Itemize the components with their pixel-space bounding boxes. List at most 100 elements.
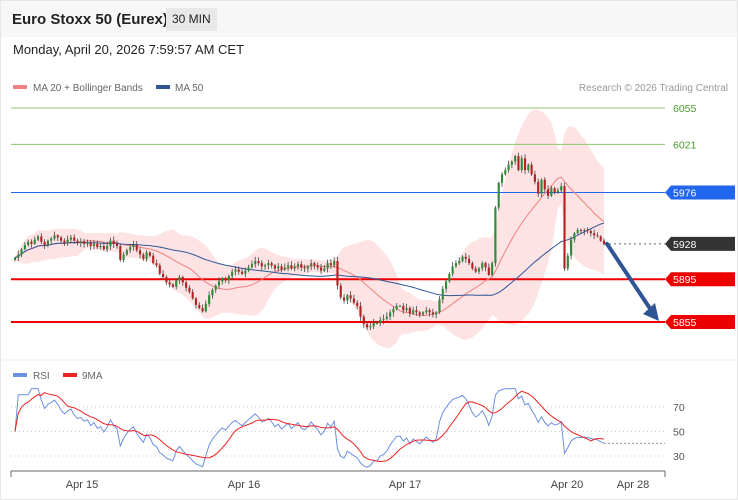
candle xyxy=(23,244,26,250)
candle xyxy=(214,285,217,290)
candle xyxy=(155,263,158,266)
levels-layer: 6055 6021 5976 5928 5895 5855 xyxy=(11,103,735,329)
candle xyxy=(257,261,260,264)
candle xyxy=(435,312,438,315)
rsi-line xyxy=(14,388,605,468)
candle xyxy=(89,242,92,247)
candle xyxy=(290,265,293,269)
title-bar: Euro Stoxx 50 (Eurex) 30 MIN xyxy=(1,1,737,37)
candles-layer xyxy=(13,152,606,331)
level-tag-5928 xyxy=(665,236,735,251)
candle xyxy=(405,308,408,311)
candle xyxy=(73,237,76,241)
candle xyxy=(523,158,527,171)
candle xyxy=(392,309,395,313)
candle xyxy=(412,310,415,314)
forecast-arrow-shaft xyxy=(605,241,655,315)
candle xyxy=(316,265,319,268)
candle xyxy=(474,268,477,272)
candle xyxy=(135,244,138,251)
candle xyxy=(112,240,115,244)
candle xyxy=(543,179,546,190)
candle xyxy=(438,299,441,313)
candle xyxy=(254,261,257,265)
candle xyxy=(303,267,306,269)
candle xyxy=(593,233,596,236)
candle xyxy=(461,256,464,262)
candle xyxy=(234,269,237,272)
x-tick-label: Apr 20 xyxy=(551,479,583,491)
candle xyxy=(201,308,204,312)
candle xyxy=(69,237,73,240)
candle xyxy=(458,261,461,264)
candle xyxy=(369,326,372,328)
candle xyxy=(556,190,559,193)
candle xyxy=(99,246,102,248)
candle xyxy=(560,186,563,191)
price-chart: MA 20 + Bollinger Bands MA 50 Research ©… xyxy=(1,83,737,491)
candle xyxy=(204,303,207,312)
candle xyxy=(296,264,300,267)
candle xyxy=(566,255,569,269)
candle xyxy=(451,266,454,274)
candle xyxy=(408,308,411,314)
candle xyxy=(86,242,89,244)
candle xyxy=(33,239,36,244)
candle xyxy=(76,240,79,243)
candle xyxy=(323,268,326,271)
candle xyxy=(583,229,586,232)
candle xyxy=(382,318,385,320)
candle xyxy=(379,319,382,324)
candle xyxy=(231,271,234,276)
candle xyxy=(158,265,161,274)
rsi-tick-50: 50 xyxy=(673,427,685,439)
candle xyxy=(333,261,336,266)
candle xyxy=(306,266,309,269)
candle xyxy=(188,287,191,293)
candle xyxy=(178,277,181,281)
ma50-legend-label: MA 50 xyxy=(175,83,204,94)
level-label-5895: 5895 xyxy=(673,274,697,286)
candle xyxy=(375,323,379,325)
candle xyxy=(428,310,431,313)
candle xyxy=(385,316,388,319)
candle xyxy=(425,310,428,313)
candle xyxy=(217,281,221,286)
candle xyxy=(484,263,487,268)
candle xyxy=(514,156,517,162)
x-axis: Apr 15 Apr 16 Apr 17 Apr 20 Apr 28 xyxy=(10,470,666,491)
bollinger-band-layer xyxy=(15,109,604,349)
candle xyxy=(20,249,23,255)
candle xyxy=(250,264,253,268)
candle xyxy=(389,312,392,317)
candle xyxy=(362,316,365,325)
candle xyxy=(224,278,227,281)
candle xyxy=(553,188,556,193)
timeframe-badge[interactable]: 30 MIN xyxy=(166,8,217,31)
candle xyxy=(504,170,507,175)
candle xyxy=(573,233,576,240)
candle xyxy=(599,236,602,241)
candle xyxy=(227,275,230,281)
candle xyxy=(109,240,112,247)
x-tick-label: Apr 28 xyxy=(617,479,649,491)
candle xyxy=(198,304,201,309)
candle xyxy=(148,252,151,256)
candle xyxy=(145,252,148,259)
candle xyxy=(454,263,457,267)
candle xyxy=(270,263,273,266)
candle xyxy=(83,241,86,244)
candle xyxy=(431,312,434,315)
candle xyxy=(132,244,135,248)
candle xyxy=(520,158,523,171)
candle xyxy=(244,270,247,274)
candle xyxy=(310,263,313,267)
candle xyxy=(487,267,490,275)
candle xyxy=(115,243,119,247)
candle xyxy=(448,273,451,282)
candle xyxy=(152,255,155,264)
candle xyxy=(237,269,240,272)
candle xyxy=(283,267,286,270)
candle xyxy=(589,231,592,234)
candle xyxy=(181,277,184,283)
